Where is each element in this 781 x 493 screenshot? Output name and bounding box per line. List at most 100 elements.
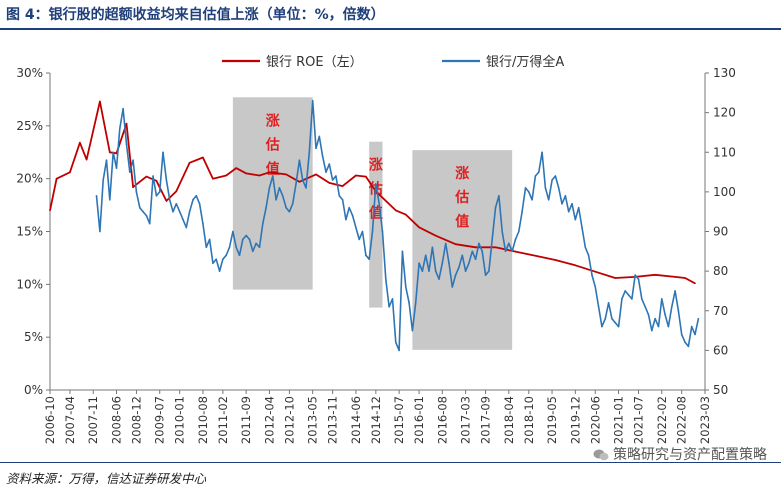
data-point [375, 183, 377, 185]
data-point [105, 159, 108, 161]
data-point [351, 214, 354, 217]
data-point [365, 175, 367, 178]
data-point [245, 172, 247, 175]
data-point [388, 306, 390, 308]
data-point [617, 325, 620, 328]
legend-label: 银行 ROE（左） [266, 55, 363, 70]
data-point [614, 321, 616, 324]
data-point [657, 325, 660, 328]
data-point [431, 246, 434, 249]
data-point [341, 199, 344, 201]
data-point [631, 298, 633, 300]
data-point [85, 158, 88, 161]
y-tick-label-right: 120 [713, 106, 736, 120]
data-point [501, 230, 504, 233]
x-tick-label: 2017-03 [459, 396, 473, 444]
data-point [218, 270, 221, 272]
chart-series [49, 99, 700, 352]
data-point [298, 181, 301, 183]
data-point [677, 310, 680, 312]
y-tick-label-left: 30% [16, 66, 43, 80]
chart-title: 图 4：银行股的超额收益均来自估值上涨（单位：%，倍数） [6, 7, 385, 23]
data-point [175, 190, 178, 193]
x-tick-label: 2021-01 [612, 396, 626, 444]
x-tick-label: 2012-10 [282, 396, 296, 444]
data-point [258, 174, 261, 177]
data-point [561, 203, 563, 205]
data-point [418, 262, 420, 264]
data-point [611, 317, 613, 320]
data-point [405, 286, 407, 288]
y-tick-label-right: 80 [713, 264, 728, 278]
data-point [451, 286, 454, 288]
data-point [434, 234, 437, 237]
data-point [291, 203, 294, 205]
data-point [591, 274, 593, 276]
data-point [594, 286, 597, 288]
data-point [168, 199, 171, 201]
x-tick-label: 2022-08 [675, 396, 689, 444]
data-point [424, 254, 427, 257]
data-point [411, 329, 414, 332]
data-point [697, 317, 700, 320]
data-point [684, 277, 686, 279]
data-point [188, 162, 191, 164]
data-point [235, 167, 237, 169]
data-point [55, 177, 58, 180]
y-tick-label-right: 110 [713, 145, 736, 159]
data-point [225, 254, 227, 257]
data-point [155, 180, 158, 182]
data-point [258, 246, 261, 249]
shaded-region-label: 涨估值 [454, 166, 469, 230]
data-point [418, 226, 420, 229]
data-point [428, 270, 430, 272]
data-point [494, 206, 497, 209]
data-point [571, 203, 573, 205]
data-point [135, 191, 138, 193]
data-point [621, 298, 623, 300]
data-point [305, 187, 307, 189]
data-point [145, 175, 148, 178]
x-tick-label: 2019-05 [545, 396, 559, 444]
data-point [564, 195, 567, 197]
data-point [464, 270, 467, 272]
chart-legend: 银行 ROE（左） 银行/万得全A [222, 54, 564, 70]
data-point [438, 278, 440, 280]
data-point [129, 171, 131, 173]
data-point [252, 250, 254, 253]
wechat-logo-icon [593, 449, 609, 461]
data-point [132, 186, 134, 188]
data-point [488, 270, 490, 272]
data-point [122, 107, 124, 110]
data-point [587, 254, 590, 257]
data-point [478, 242, 480, 245]
data-point [125, 122, 128, 125]
data-point [674, 290, 676, 292]
x-tick-label: 2008-06 [109, 396, 123, 444]
data-point [238, 254, 241, 257]
data-point [534, 255, 537, 257]
y-tick-label-left: 0% [24, 383, 43, 397]
data-point [667, 325, 670, 328]
data-point [627, 294, 630, 296]
data-point [614, 277, 616, 279]
data-point [567, 210, 570, 213]
data-point [594, 270, 597, 273]
data-point [358, 238, 361, 241]
data-point [378, 203, 381, 205]
data-point [671, 306, 673, 308]
data-point [102, 179, 104, 181]
data-point [315, 147, 317, 150]
data-point [504, 250, 507, 253]
data-point [385, 278, 387, 280]
data-point [212, 262, 214, 264]
x-tick-label: 2009-07 [153, 396, 167, 444]
data-point [348, 206, 351, 209]
data-point [454, 243, 457, 245]
data-point [448, 262, 450, 264]
data-point [361, 230, 364, 233]
data-point [331, 179, 334, 181]
x-tick-label: 2023-03 [698, 396, 712, 444]
